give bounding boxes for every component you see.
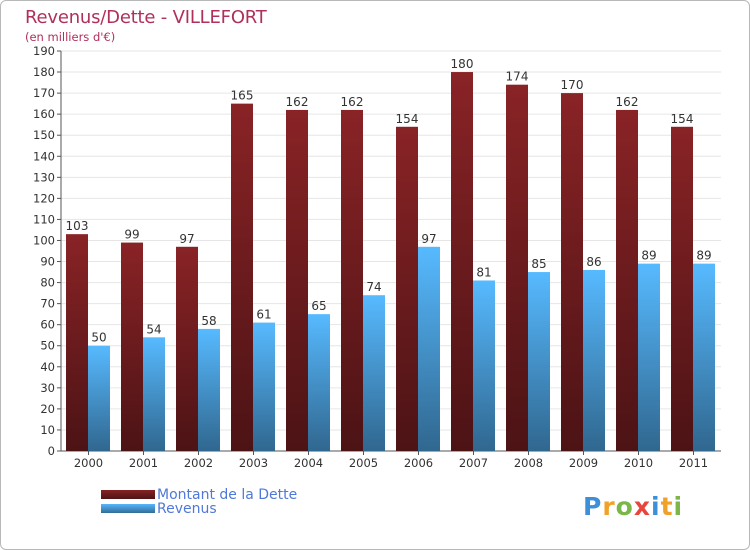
y-tick-label: 10 <box>40 423 55 437</box>
bar-revenue <box>638 263 660 451</box>
data-label-revenue: 89 <box>641 249 656 263</box>
y-tick-label: 150 <box>33 128 55 142</box>
data-label-debt: 180 <box>451 57 474 71</box>
bar-revenue <box>583 269 605 451</box>
data-label-debt: 97 <box>179 232 194 246</box>
data-label-debt: 174 <box>506 70 529 84</box>
chart-title: Revenus/Dette - VILLEFORT <box>25 7 267 28</box>
x-tick-label: 2003 <box>239 456 268 470</box>
bar-revenue <box>253 322 275 451</box>
logo-letter: i <box>673 492 684 521</box>
x-tick-label: 2010 <box>624 456 653 470</box>
y-tick-label: 190 <box>33 44 55 58</box>
bar-revenue <box>363 295 385 451</box>
logo-letter: i <box>651 492 661 521</box>
data-label-revenue: 65 <box>311 299 326 313</box>
bar-debt <box>231 103 253 451</box>
bar-debt <box>561 93 583 452</box>
data-label-revenue: 74 <box>366 280 381 294</box>
x-tick-label: 2009 <box>569 456 598 470</box>
data-label-revenue: 85 <box>531 257 546 271</box>
logo-letter: o <box>615 492 634 521</box>
legend-label-revenue: Revenus <box>157 501 217 517</box>
bar-revenue <box>693 263 715 451</box>
bar-debt <box>506 84 528 452</box>
legend-swatch-debt <box>101 490 155 499</box>
bar-revenue <box>473 280 495 451</box>
y-tick-label: 140 <box>33 149 55 163</box>
chart-subtitle: (en milliers d'€) <box>25 30 116 44</box>
y-tick-label: 60 <box>40 318 55 332</box>
y-tick-label: 100 <box>33 233 55 247</box>
bar-debt <box>66 234 88 451</box>
bar-debt <box>451 72 473 451</box>
bar-revenue <box>88 345 110 451</box>
logo-letter: x <box>633 492 651 521</box>
y-tick-label: 160 <box>33 107 55 121</box>
x-tick-label: 2004 <box>294 456 323 470</box>
bar-debt <box>341 109 363 452</box>
x-tick-label: 2007 <box>459 456 488 470</box>
bar-debt <box>616 109 638 452</box>
data-label-debt: 154 <box>671 112 694 126</box>
y-tick-label: 0 <box>48 444 55 458</box>
data-label-revenue: 89 <box>696 249 711 263</box>
data-label-revenue: 50 <box>91 331 106 345</box>
y-tick-label: 40 <box>40 360 55 374</box>
data-label-debt: 162 <box>616 95 639 109</box>
logo-letter: P <box>583 492 603 521</box>
data-label-revenue: 97 <box>421 232 436 246</box>
bar-debt <box>121 242 143 451</box>
y-tick-label: 130 <box>33 170 55 184</box>
bar-debt <box>286 109 308 452</box>
legend-swatch-revenue <box>101 504 155 513</box>
x-tick-label: 2000 <box>74 456 103 470</box>
bar-revenue <box>198 328 220 451</box>
x-tick-label: 2005 <box>349 456 378 470</box>
x-tick-label: 2002 <box>184 456 213 470</box>
bar-revenue <box>528 272 550 451</box>
y-tick-label: 80 <box>40 276 55 290</box>
logo-letter: r <box>602 492 616 521</box>
data-label-debt: 99 <box>124 228 139 242</box>
y-tick-label: 120 <box>33 191 55 205</box>
y-tick-label: 20 <box>40 402 55 416</box>
x-tick-label: 2006 <box>404 456 433 470</box>
y-tick-label: 110 <box>33 212 55 226</box>
data-label-debt: 165 <box>231 89 254 103</box>
data-label-debt: 154 <box>396 112 419 126</box>
bar-debt <box>396 126 418 451</box>
bar-revenue <box>143 337 165 451</box>
data-label-debt: 162 <box>286 95 309 109</box>
bar-revenue <box>308 314 330 451</box>
y-tick-label: 90 <box>40 255 55 269</box>
legend-label-debt: Montant de la Dette <box>157 487 298 503</box>
proxiti-logo: Proxiti <box>583 492 683 521</box>
y-tick-label: 180 <box>33 65 55 79</box>
data-label-revenue: 61 <box>256 308 271 322</box>
y-tick-label: 70 <box>40 297 55 311</box>
y-tick-label: 50 <box>40 339 55 353</box>
y-tick-label: 170 <box>33 86 55 100</box>
x-tick-label: 2011 <box>679 456 708 470</box>
bar-debt <box>176 246 198 451</box>
x-tick-label: 2001 <box>129 456 158 470</box>
data-label-debt: 103 <box>66 219 89 233</box>
data-label-debt: 162 <box>341 95 364 109</box>
data-label-debt: 170 <box>561 78 584 92</box>
x-tick-label: 2008 <box>514 456 543 470</box>
bar-debt <box>671 126 693 451</box>
bar-revenue <box>418 246 440 451</box>
data-label-revenue: 54 <box>146 322 161 336</box>
data-label-revenue: 58 <box>201 314 216 328</box>
logo-letter: t <box>660 492 674 521</box>
y-tick-label: 30 <box>40 381 55 395</box>
data-label-revenue: 81 <box>476 265 491 279</box>
data-label-revenue: 86 <box>586 255 601 269</box>
